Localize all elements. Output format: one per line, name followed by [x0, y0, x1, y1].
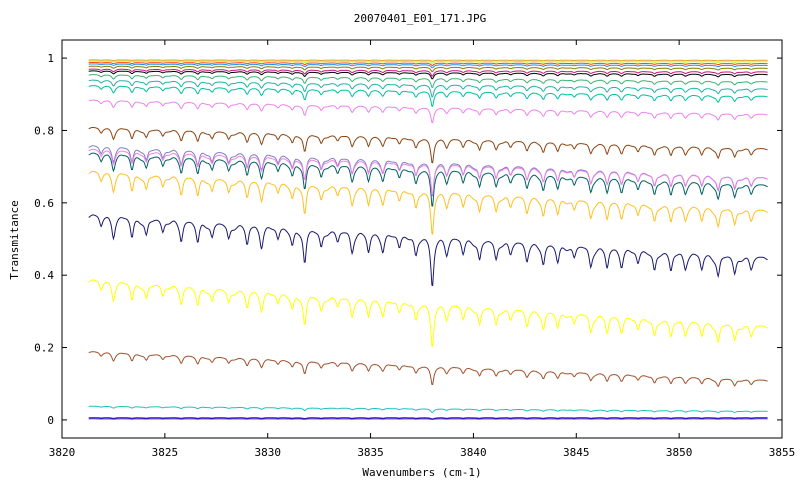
series-line — [88, 279, 768, 347]
x-tick-label: 3830 — [254, 446, 281, 459]
series-line — [88, 351, 768, 388]
series-line — [88, 418, 768, 420]
x-tick-label: 3845 — [563, 446, 590, 459]
x-tick-label: 3840 — [460, 446, 487, 459]
series-line — [88, 63, 768, 69]
series-line — [88, 59, 768, 62]
x-tick-label: 3850 — [666, 446, 693, 459]
series-line — [88, 74, 768, 88]
y-tick-label: 0 — [47, 414, 54, 427]
x-tick-label: 3820 — [49, 446, 76, 459]
plot-area — [88, 59, 768, 420]
series-line — [88, 62, 768, 66]
series-line — [88, 405, 768, 414]
chart-title: 20070401_E01_171.JPG — [354, 12, 486, 25]
series-line — [88, 170, 768, 235]
series-line — [88, 85, 768, 107]
plot-frame — [61, 39, 783, 439]
series-line — [88, 148, 768, 195]
series-line — [88, 127, 768, 164]
series-line — [88, 152, 768, 207]
y-axis: 0 0.2 0.4 0.6 0.8 1 — [34, 52, 782, 427]
series-line — [88, 60, 768, 64]
x-axis-title: Wavenumbers (cm-1) — [362, 466, 481, 479]
y-axis-title: Transmitance — [8, 200, 21, 279]
y-tick-label: 1 — [47, 52, 54, 65]
x-tick-label: 3835 — [357, 446, 384, 459]
x-tick-label: 3855 — [769, 446, 796, 459]
series-line — [88, 214, 768, 287]
series-line — [88, 99, 768, 124]
series-layer — [88, 59, 768, 420]
series-line — [88, 417, 768, 420]
series-line — [88, 70, 768, 80]
series-line — [88, 65, 768, 72]
x-tick-label: 3825 — [152, 446, 179, 459]
x-axis: 3820 3825 3830 3835 3840 3845 3850 3855 — [49, 40, 796, 459]
series-line — [88, 79, 768, 98]
y-tick-label: 0.4 — [34, 269, 54, 282]
series-line — [88, 68, 768, 77]
y-tick-label: 0.8 — [34, 124, 54, 137]
y-tick-label: 0.6 — [34, 197, 54, 210]
y-tick-label: 0.2 — [34, 342, 54, 355]
